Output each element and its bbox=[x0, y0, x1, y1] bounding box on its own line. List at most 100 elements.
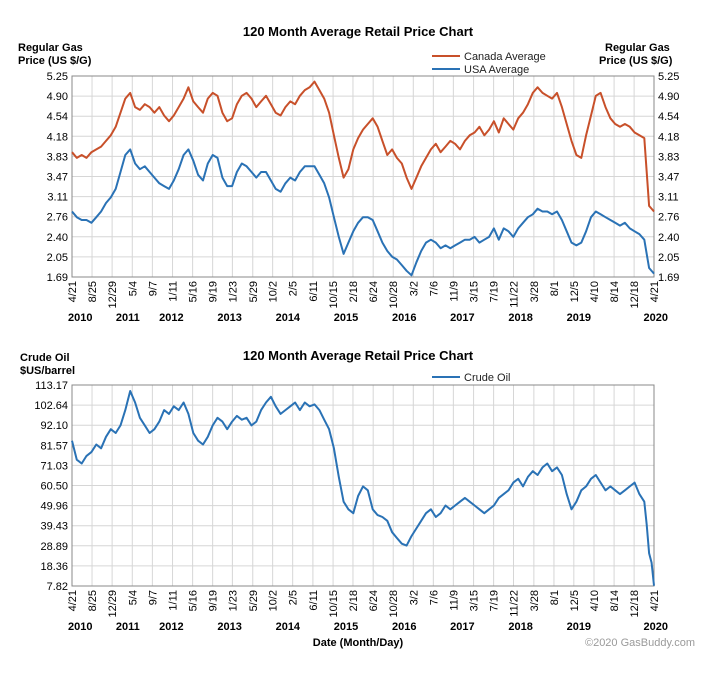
oil-xtick-label: 10/15 bbox=[328, 590, 340, 618]
oil-year-label: 2012 bbox=[159, 621, 183, 633]
gas-xtick-label: 4/21 bbox=[67, 281, 79, 302]
oil-year-label: 2019 bbox=[567, 621, 591, 633]
oil-xtick-label: 7/6 bbox=[428, 590, 440, 605]
oil-xtick-label: 2/5 bbox=[288, 590, 300, 605]
oil-xtick-label: 3/2 bbox=[408, 590, 420, 605]
gas-ytick-label: 1.69 bbox=[47, 272, 68, 284]
gas-xtick-label: 12/18 bbox=[629, 281, 641, 309]
oil-xtick-label: 10/28 bbox=[388, 590, 400, 618]
oil-xtick-label: 4/21 bbox=[67, 590, 79, 611]
gas-xtick-label: 7/19 bbox=[489, 281, 501, 302]
gas-ytick-label: 4.18 bbox=[47, 131, 68, 143]
oil-year-label: 2014 bbox=[276, 621, 301, 633]
gas-ytick-label-right: 2.76 bbox=[658, 212, 679, 224]
gas-year-label: 2011 bbox=[116, 312, 140, 324]
gas-year-label: 2014 bbox=[276, 312, 301, 324]
gas-xtick-label: 6/11 bbox=[308, 281, 320, 302]
oil-xtick-label: 11/22 bbox=[508, 590, 520, 617]
oil-xtick-label: 2/18 bbox=[348, 590, 360, 611]
gas-plot-frame bbox=[71, 75, 655, 278]
oil-xtick-label: 4/21 bbox=[649, 590, 661, 611]
gas-ytick-label-right: 3.47 bbox=[658, 172, 679, 184]
oil-year-label: 2020 bbox=[644, 621, 668, 633]
gas-year-labels: 2010 2011 2012 2013 2014 2015 2016 2017 2018 2019… bbox=[68, 312, 668, 324]
gas-xtick-label: 8/14 bbox=[609, 281, 621, 302]
oil-ytick-label: 113.17 bbox=[35, 380, 68, 392]
gas-series-lines bbox=[71, 80, 655, 277]
gas-ytick-label: 2.76 bbox=[47, 212, 68, 224]
oil-x-ticks: 4/21 8/25 12/29 5/4 9/7 1/11 5/16 9/19 1/23 5/29 1… bbox=[67, 590, 661, 618]
gas-ytick-label: 2.05 bbox=[47, 252, 68, 264]
gas-xtick-label: 3/2 bbox=[408, 281, 420, 296]
oil-xtick-label: 5/29 bbox=[248, 590, 260, 611]
gas-xtick-label: 5/4 bbox=[127, 281, 139, 296]
oil-ytick-label: 92.10 bbox=[40, 420, 68, 432]
gas-ytick-label: 4.90 bbox=[47, 91, 68, 103]
oil-ytick-label: 18.36 bbox=[40, 561, 68, 573]
gas-chart-title: 120 Month Average Retail Price Chart bbox=[243, 24, 474, 39]
gas-x-ticks: 4/21 8/25 12/29 5/4 9/7 1/11 5/16 9/19 1/23 5/29 1… bbox=[67, 281, 661, 309]
oil-xtick-label: 6/24 bbox=[368, 590, 380, 611]
gas-xtick-label: 10/15 bbox=[328, 281, 340, 309]
copyright-notice: ©2020 GasBuddy.com bbox=[585, 637, 695, 649]
oil-plot-frame bbox=[71, 384, 655, 587]
oil-year-label: 2018 bbox=[508, 621, 532, 633]
gas-xtick-label: 3/15 bbox=[469, 281, 481, 302]
oil-ylabel-line2: $US/barrel bbox=[20, 365, 75, 377]
oil-year-label: 2016 bbox=[392, 621, 416, 633]
gas-right-ylabel-line1: Regular Gas bbox=[605, 42, 670, 54]
gas-xtick-label: 7/6 bbox=[428, 281, 440, 296]
gas-year-label: 2015 bbox=[334, 312, 358, 324]
gas-xtick-label: 8/1 bbox=[549, 281, 561, 296]
gas-xtick-label: 2/5 bbox=[288, 281, 300, 296]
oil-ytick-label: 71.03 bbox=[40, 460, 68, 472]
gas-xtick-label: 5/29 bbox=[248, 281, 260, 302]
gas-xtick-label: 6/24 bbox=[368, 281, 380, 302]
oil-ytick-label: 102.64 bbox=[34, 400, 68, 412]
oil-xtick-label: 12/18 bbox=[629, 590, 641, 618]
gas-ytick-label-right: 4.54 bbox=[658, 111, 679, 123]
legend-label-crude-oil: Crude Oil bbox=[464, 372, 510, 384]
gas-year-label: 2016 bbox=[392, 312, 416, 324]
crude-oil-chart: 120 Month Average Retail Price Chart Cru… bbox=[20, 348, 668, 649]
oil-year-label: 2015 bbox=[334, 621, 358, 633]
oil-legend: Crude Oil bbox=[432, 372, 510, 384]
gas-ytick-label: 3.83 bbox=[47, 151, 68, 163]
gas-xtick-label: 10/28 bbox=[388, 281, 400, 309]
oil-series-lines bbox=[71, 390, 655, 586]
oil-chart-title: 120 Month Average Retail Price Chart bbox=[243, 348, 474, 363]
gas-xtick-label: 9/19 bbox=[208, 281, 220, 302]
gas-xtick-label: 5/16 bbox=[188, 281, 200, 302]
gas-xtick-label: 8/25 bbox=[87, 281, 99, 302]
oil-xtick-label: 4/10 bbox=[589, 590, 601, 611]
gas-left-ticks: 5.25 4.90 4.54 4.18 3.83 3.47 3.11 2.76 2.40 2.05… bbox=[47, 71, 68, 284]
oil-xtick-label: 3/28 bbox=[529, 590, 541, 611]
gas-ytick-label-right: 4.18 bbox=[658, 131, 679, 143]
oil-xtick-label: 8/1 bbox=[549, 590, 561, 605]
oil-xtick-label: 10/2 bbox=[268, 590, 280, 611]
gas-xtick-label: 12/29 bbox=[107, 281, 119, 309]
gas-xtick-label: 4/10 bbox=[589, 281, 601, 302]
oil-year-labels: 2010 2011 2012 2013 2014 2015 2016 2017 2018 2019… bbox=[68, 621, 668, 633]
gas-xtick-label: 9/7 bbox=[147, 281, 159, 296]
gas-series-canada-average bbox=[71, 80, 655, 213]
gas-left-ylabel-line1: Regular Gas bbox=[18, 42, 83, 54]
gas-year-label: 2013 bbox=[217, 312, 241, 324]
oil-year-label: 2017 bbox=[450, 621, 474, 633]
oil-xtick-label: 12/29 bbox=[107, 590, 119, 618]
oil-series-crude-oil bbox=[71, 390, 655, 586]
oil-xtick-label: 5/4 bbox=[127, 590, 139, 605]
legend-label-usa: USA Average bbox=[464, 64, 529, 76]
gas-xtick-label: 3/28 bbox=[529, 281, 541, 302]
gas-xtick-label: 1/11 bbox=[168, 281, 180, 302]
gas-legend: Canada Average USA Average bbox=[432, 51, 546, 76]
oil-ytick-label: 60.50 bbox=[40, 481, 68, 493]
gas-xtick-label: 2/18 bbox=[348, 281, 360, 302]
gas-xtick-label: 10/2 bbox=[268, 281, 280, 302]
gas-ytick-label-right: 3.11 bbox=[658, 192, 679, 204]
gas-ytick-label: 3.47 bbox=[47, 172, 68, 184]
gas-series-usa-average bbox=[71, 148, 655, 277]
oil-year-label: 2010 bbox=[68, 621, 92, 633]
gas-xtick-label: 1/23 bbox=[227, 281, 239, 302]
